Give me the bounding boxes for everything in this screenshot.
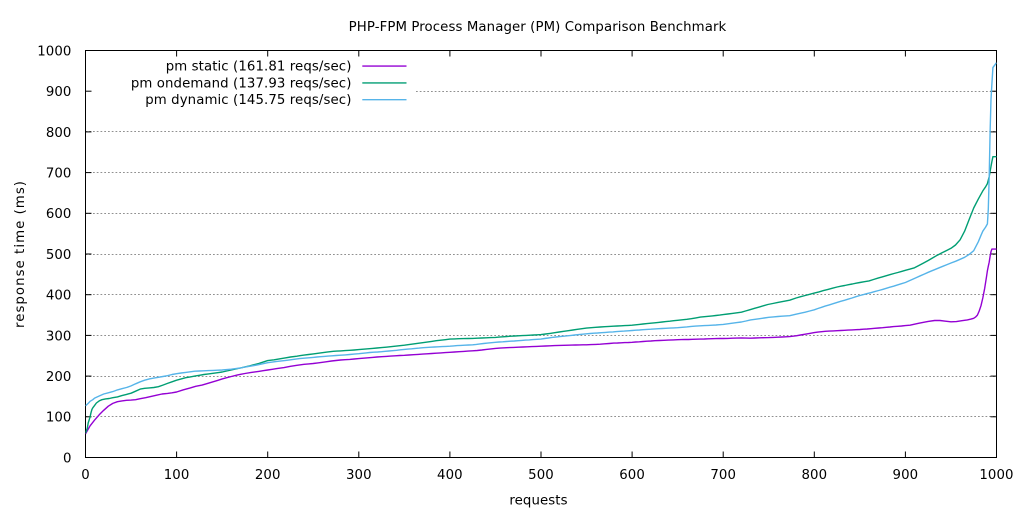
svg-text:response time (ms): response time (ms)	[13, 180, 28, 328]
svg-text:200: 200	[46, 370, 72, 385]
svg-text:400: 400	[46, 289, 72, 304]
svg-text:300: 300	[346, 468, 372, 483]
svg-text:1000: 1000	[979, 468, 1013, 483]
svg-text:100: 100	[46, 411, 72, 426]
svg-text:500: 500	[528, 468, 554, 483]
svg-text:pm ondemand (137.93 reqs/sec): pm ondemand (137.93 reqs/sec)	[131, 76, 352, 91]
svg-text:700: 700	[46, 167, 72, 182]
svg-text:800: 800	[801, 468, 827, 483]
svg-text:200: 200	[255, 468, 281, 483]
svg-text:pm static (161.81 reqs/sec): pm static (161.81 reqs/sec)	[166, 60, 352, 75]
svg-text:100: 100	[164, 468, 190, 483]
svg-text:900: 900	[46, 85, 72, 100]
svg-text:900: 900	[893, 468, 919, 483]
svg-text:300: 300	[46, 329, 72, 344]
svg-text:PHP-FPM Process Manager (PM) C: PHP-FPM Process Manager (PM) Comparison …	[349, 20, 727, 35]
svg-text:600: 600	[619, 468, 645, 483]
svg-text:requests: requests	[509, 494, 567, 509]
svg-text:400: 400	[437, 468, 463, 483]
svg-text:0: 0	[63, 451, 72, 466]
svg-text:600: 600	[46, 207, 72, 222]
svg-text:700: 700	[710, 468, 736, 483]
svg-text:0: 0	[81, 468, 90, 483]
svg-text:pm dynamic (145.75 reqs/sec): pm dynamic (145.75 reqs/sec)	[145, 93, 351, 108]
svg-text:500: 500	[46, 248, 72, 263]
svg-text:800: 800	[46, 126, 72, 141]
svg-text:1000: 1000	[37, 44, 71, 59]
